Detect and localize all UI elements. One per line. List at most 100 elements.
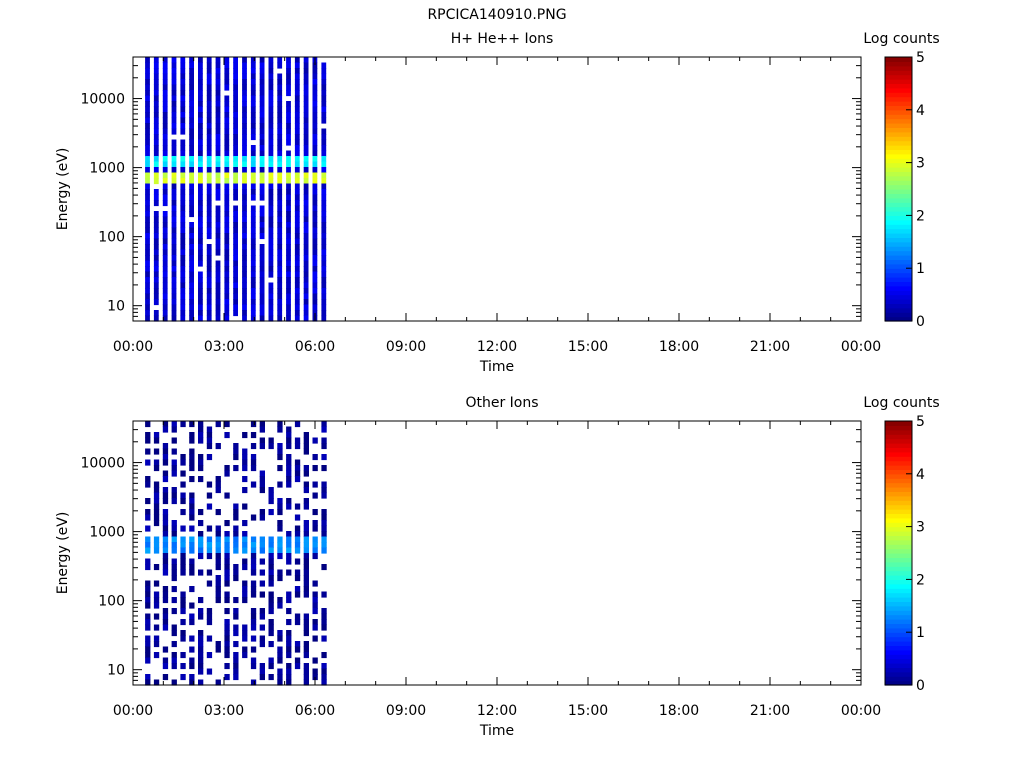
spectrogram-cell (162, 79, 168, 86)
colorbar-segment (885, 167, 912, 172)
spectrogram-cell (145, 459, 151, 466)
spectrogram-cell (242, 266, 247, 273)
spectrogram-cell (303, 216, 309, 223)
spectrogram-cell (198, 84, 203, 91)
spectrogram-cell (171, 459, 177, 466)
spectrogram-cell (189, 310, 194, 317)
spectrogram-cell (180, 68, 186, 75)
spectrogram-cell (215, 79, 221, 86)
spectrogram-cell (250, 101, 256, 108)
spectrogram-cell (321, 101, 327, 108)
spectrogram-cell (250, 156, 256, 163)
spectrogram-cell (303, 277, 309, 284)
spectrogram-cell (294, 514, 301, 521)
spectrogram-cell (153, 597, 160, 604)
spectrogram-cell (233, 172, 238, 179)
spectrogram-cell (153, 641, 160, 648)
spectrogram-cell (250, 260, 256, 267)
spectrogram-cell (206, 172, 212, 179)
spectrogram-cell (242, 487, 248, 494)
spectrogram-cell (294, 315, 300, 322)
spectrogram-cell (162, 277, 168, 284)
colorbar-segment (885, 281, 912, 287)
spectrogram-cell (233, 288, 238, 295)
colorbar-segment (885, 619, 912, 624)
y-axis-label: Energy (eV) (55, 512, 71, 595)
spectrogram-cell (233, 454, 239, 461)
spectrogram-cell (145, 564, 151, 571)
spectrogram-cell (303, 194, 309, 201)
spectrogram-cell (206, 668, 213, 675)
spectrogram-cell (242, 161, 247, 168)
spectrogram-cell (145, 260, 150, 267)
spectrogram-cell (224, 542, 230, 549)
spectrogram-cell (206, 183, 212, 190)
spectrogram-cell (277, 635, 283, 642)
spectrogram-cell (242, 448, 248, 455)
spectrogram-cell (312, 635, 318, 642)
spectrogram-cell (215, 288, 221, 295)
spectrogram-cell (259, 161, 265, 168)
spectrogram-cell (171, 238, 177, 245)
spectrogram-cell (215, 443, 221, 450)
spectrogram-cell (180, 216, 186, 223)
spectrogram-cell (294, 117, 300, 124)
spectrogram-cell (145, 211, 150, 218)
spectrogram-cell (206, 156, 212, 163)
colorbar-segment (885, 228, 912, 234)
spectrogram-cell (171, 558, 177, 565)
spectrogram-cell (224, 172, 230, 179)
colorbar-segment (885, 451, 912, 457)
spectrogram-cell (162, 73, 168, 80)
spectrogram-cell (250, 282, 256, 289)
spectrogram-cell (312, 299, 318, 306)
spectrogram-cell (224, 315, 230, 322)
spectrogram-cell (145, 95, 150, 102)
spectrogram-cell (198, 547, 204, 554)
spectrogram-cell (312, 547, 318, 554)
spectrogram-cell (153, 310, 159, 317)
spectrogram-cell (198, 426, 204, 433)
spectrogram-cell (277, 426, 283, 433)
spectrogram-cell (215, 271, 221, 278)
spectrogram-cell (206, 282, 212, 289)
spectrogram-cell (189, 266, 194, 273)
spectrogram-cell (250, 586, 257, 593)
spectrogram-cell (162, 57, 168, 64)
spectrogram-cell (294, 293, 300, 300)
spectrogram-cell (286, 189, 291, 196)
spectrogram-cell (321, 315, 327, 322)
spectrogram-cell (153, 260, 159, 267)
spectrogram-cell (233, 443, 239, 450)
spectrogram-cell (312, 106, 318, 113)
spectrogram-cell (162, 112, 168, 119)
spectrogram-cell (321, 288, 327, 295)
spectrogram-cell (250, 646, 257, 653)
spectrogram-cell (312, 68, 318, 75)
spectrogram-cell (233, 465, 239, 472)
spectrogram-cell (277, 178, 283, 185)
spectrogram-cell (206, 443, 213, 450)
spectrogram-cell (250, 233, 256, 240)
spectrogram-cell (189, 674, 195, 681)
spectrogram-cell (198, 299, 203, 306)
spectrogram-cell (180, 454, 186, 461)
spectrogram-cell (215, 145, 221, 152)
spectrogram-cell (250, 514, 257, 521)
spectrogram-cell (286, 62, 291, 69)
colorbar-segment (885, 70, 912, 76)
spectrogram-cell (198, 646, 204, 653)
spectrogram-cell (286, 249, 291, 256)
spectrogram-cell (189, 249, 194, 256)
spectrogram-cell (303, 293, 309, 300)
spectrogram-cell (206, 426, 213, 433)
spectrogram-cell (303, 117, 309, 124)
spectrogram-cell (145, 509, 151, 516)
spectrogram-cell (198, 57, 203, 64)
colorbar-segment (885, 197, 912, 203)
spectrogram-cell (312, 161, 318, 168)
spectrogram-cell (242, 564, 248, 571)
spectrogram-cell (250, 608, 257, 615)
spectrogram-cell (171, 161, 177, 168)
colorbar-segment (885, 641, 912, 646)
